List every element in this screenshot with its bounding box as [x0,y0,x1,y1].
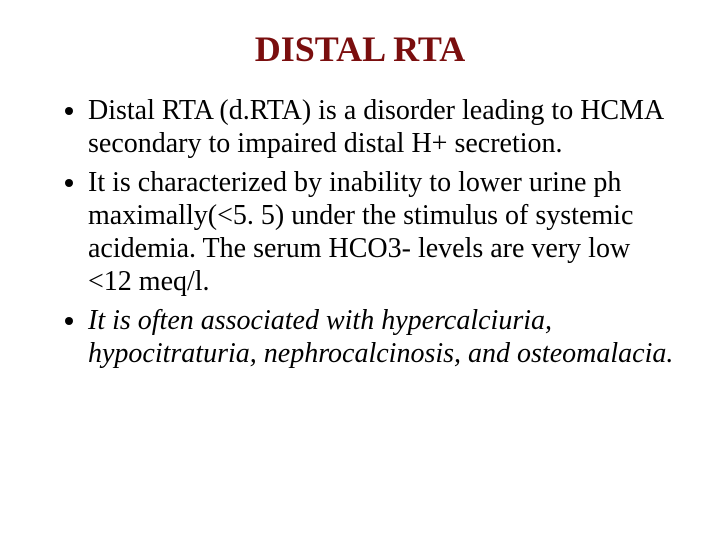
list-item: It is characterized by inability to lowe… [88,166,680,298]
bullet-list: Distal RTA (d.RTA) is a disorder leading… [40,94,680,370]
slide-title: DISTAL RTA [40,28,680,70]
slide: DISTAL RTA Distal RTA (d.RTA) is a disor… [0,0,720,540]
list-item: It is often associated with hypercalciur… [88,304,680,370]
list-item: Distal RTA (d.RTA) is a disorder leading… [88,94,680,160]
